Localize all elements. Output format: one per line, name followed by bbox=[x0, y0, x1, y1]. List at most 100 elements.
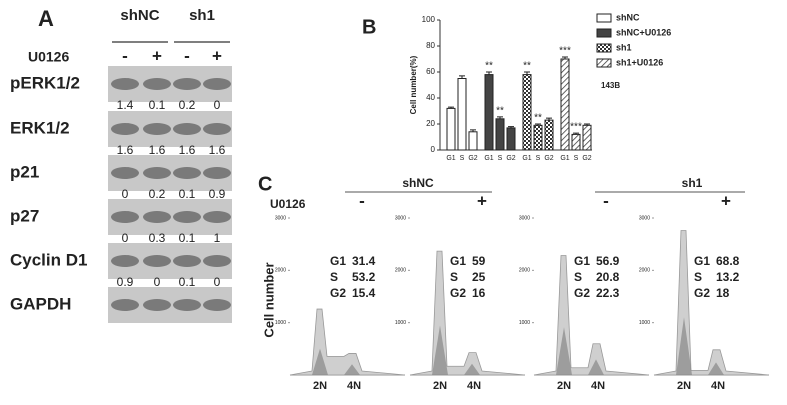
y-tick-label: 40 bbox=[426, 93, 435, 102]
error-bar bbox=[448, 106, 454, 109]
y-tick-label: 0 bbox=[431, 145, 436, 154]
blot-band bbox=[203, 167, 231, 179]
error-bar bbox=[535, 123, 541, 126]
legend-swatch bbox=[596, 28, 612, 38]
dna-histogram bbox=[533, 255, 650, 376]
phase-value: 13.2 bbox=[716, 270, 740, 284]
quant-label: 0 bbox=[154, 275, 161, 289]
significance: ** bbox=[534, 113, 542, 124]
quant-label: 0 bbox=[122, 187, 129, 201]
blot-band bbox=[143, 255, 171, 267]
protein-label: p27 bbox=[10, 206, 39, 225]
x-tick-label: S bbox=[536, 155, 541, 162]
blot-band bbox=[143, 167, 171, 179]
blot-band bbox=[203, 211, 231, 223]
group-label: sh1 bbox=[189, 7, 215, 24]
bar bbox=[522, 74, 532, 151]
blot-band bbox=[173, 211, 201, 223]
y-tick-label: 3000 bbox=[275, 215, 286, 221]
treatment-sign: + bbox=[721, 191, 731, 210]
phase-name: G1 bbox=[450, 254, 466, 268]
phase-value: 18 bbox=[716, 286, 730, 300]
error-bar bbox=[573, 132, 579, 135]
y-axis-label: Cell number(%) bbox=[409, 55, 418, 114]
blot-band bbox=[111, 255, 139, 267]
x-tick-label: 4N bbox=[591, 380, 605, 392]
annotation: 143B bbox=[601, 81, 620, 90]
bar bbox=[484, 74, 494, 151]
group-label: sh1 bbox=[682, 176, 703, 190]
bar bbox=[457, 78, 467, 151]
phase-peak bbox=[676, 317, 724, 375]
phase-value: 15.4 bbox=[352, 286, 376, 300]
treatment-sign: - bbox=[359, 191, 365, 210]
x-tick-label: G2 bbox=[468, 155, 477, 162]
bar bbox=[544, 119, 554, 151]
bar bbox=[571, 133, 581, 151]
x-tick-label: G2 bbox=[544, 155, 553, 162]
panel-label: B bbox=[362, 16, 376, 38]
legend-label: shNC bbox=[616, 12, 640, 22]
quant-label: 0 bbox=[214, 98, 221, 112]
blot-band bbox=[111, 78, 139, 90]
significance: ** bbox=[496, 105, 504, 116]
phase-value: 59 bbox=[472, 254, 486, 268]
phase-name: S bbox=[574, 270, 582, 284]
y-tick-label: 3000 bbox=[395, 215, 406, 221]
protein-label: p21 bbox=[10, 162, 39, 181]
blot-band bbox=[111, 299, 139, 311]
blot-band bbox=[173, 167, 201, 179]
treatment-sign: - bbox=[122, 46, 128, 65]
quant-label: 0.9 bbox=[209, 187, 226, 201]
phase-value: 68.8 bbox=[716, 254, 740, 268]
phase-name: S bbox=[330, 270, 338, 284]
treatment-label: U0126 bbox=[270, 197, 306, 211]
phase-value: 31.4 bbox=[352, 254, 376, 268]
quant-label: 0.1 bbox=[179, 187, 196, 201]
phase-name: G2 bbox=[574, 286, 590, 300]
quant-label: 0.2 bbox=[149, 187, 166, 201]
treatment-sign: + bbox=[152, 46, 162, 65]
blot-band bbox=[111, 123, 139, 135]
quant-label: 0 bbox=[122, 231, 129, 245]
treatment-sign: + bbox=[212, 46, 222, 65]
x-tick-label: 2N bbox=[433, 380, 447, 392]
quant-label: 1.6 bbox=[209, 143, 226, 157]
error-bar bbox=[459, 75, 465, 79]
phase-name: G2 bbox=[694, 286, 710, 300]
legend-swatch bbox=[596, 43, 612, 53]
x-tick-label: 2N bbox=[557, 380, 571, 392]
quant-label: 1.4 bbox=[117, 98, 134, 112]
group-label: shNC bbox=[402, 176, 434, 190]
quant-label: 0.9 bbox=[117, 275, 134, 289]
quant-label: 0.1 bbox=[179, 231, 196, 245]
quant-label: 1.6 bbox=[117, 143, 134, 157]
treatment-label: U0126 bbox=[28, 49, 69, 65]
blot-band bbox=[203, 299, 231, 311]
protein-label: GAPDH bbox=[10, 294, 71, 313]
quant-label: 0.1 bbox=[149, 98, 166, 112]
blot-band bbox=[173, 255, 201, 267]
phase-name: G2 bbox=[330, 286, 346, 300]
legend-swatch bbox=[596, 13, 612, 23]
quant-label: 0 bbox=[214, 275, 221, 289]
x-tick-label: G1 bbox=[446, 155, 455, 162]
y-tick-label: 1000 bbox=[519, 320, 530, 326]
dna-histogram bbox=[409, 250, 526, 376]
legend-label: sh1+U0126 bbox=[616, 57, 663, 67]
error-bar bbox=[470, 129, 476, 132]
error-bar bbox=[486, 71, 492, 75]
phase-value: 53.2 bbox=[352, 270, 376, 284]
phase-name: G2 bbox=[450, 286, 466, 300]
panel-label: C bbox=[258, 173, 272, 195]
dna-histogram bbox=[653, 230, 770, 376]
blot-band bbox=[143, 299, 171, 311]
x-tick-label: 4N bbox=[467, 380, 481, 392]
phase-value: 20.8 bbox=[596, 270, 620, 284]
x-tick-label: 2N bbox=[677, 380, 691, 392]
bar bbox=[533, 124, 543, 151]
phase-peak bbox=[312, 348, 360, 375]
significance: ** bbox=[523, 61, 531, 72]
y-tick-label: 2000 bbox=[519, 268, 530, 274]
